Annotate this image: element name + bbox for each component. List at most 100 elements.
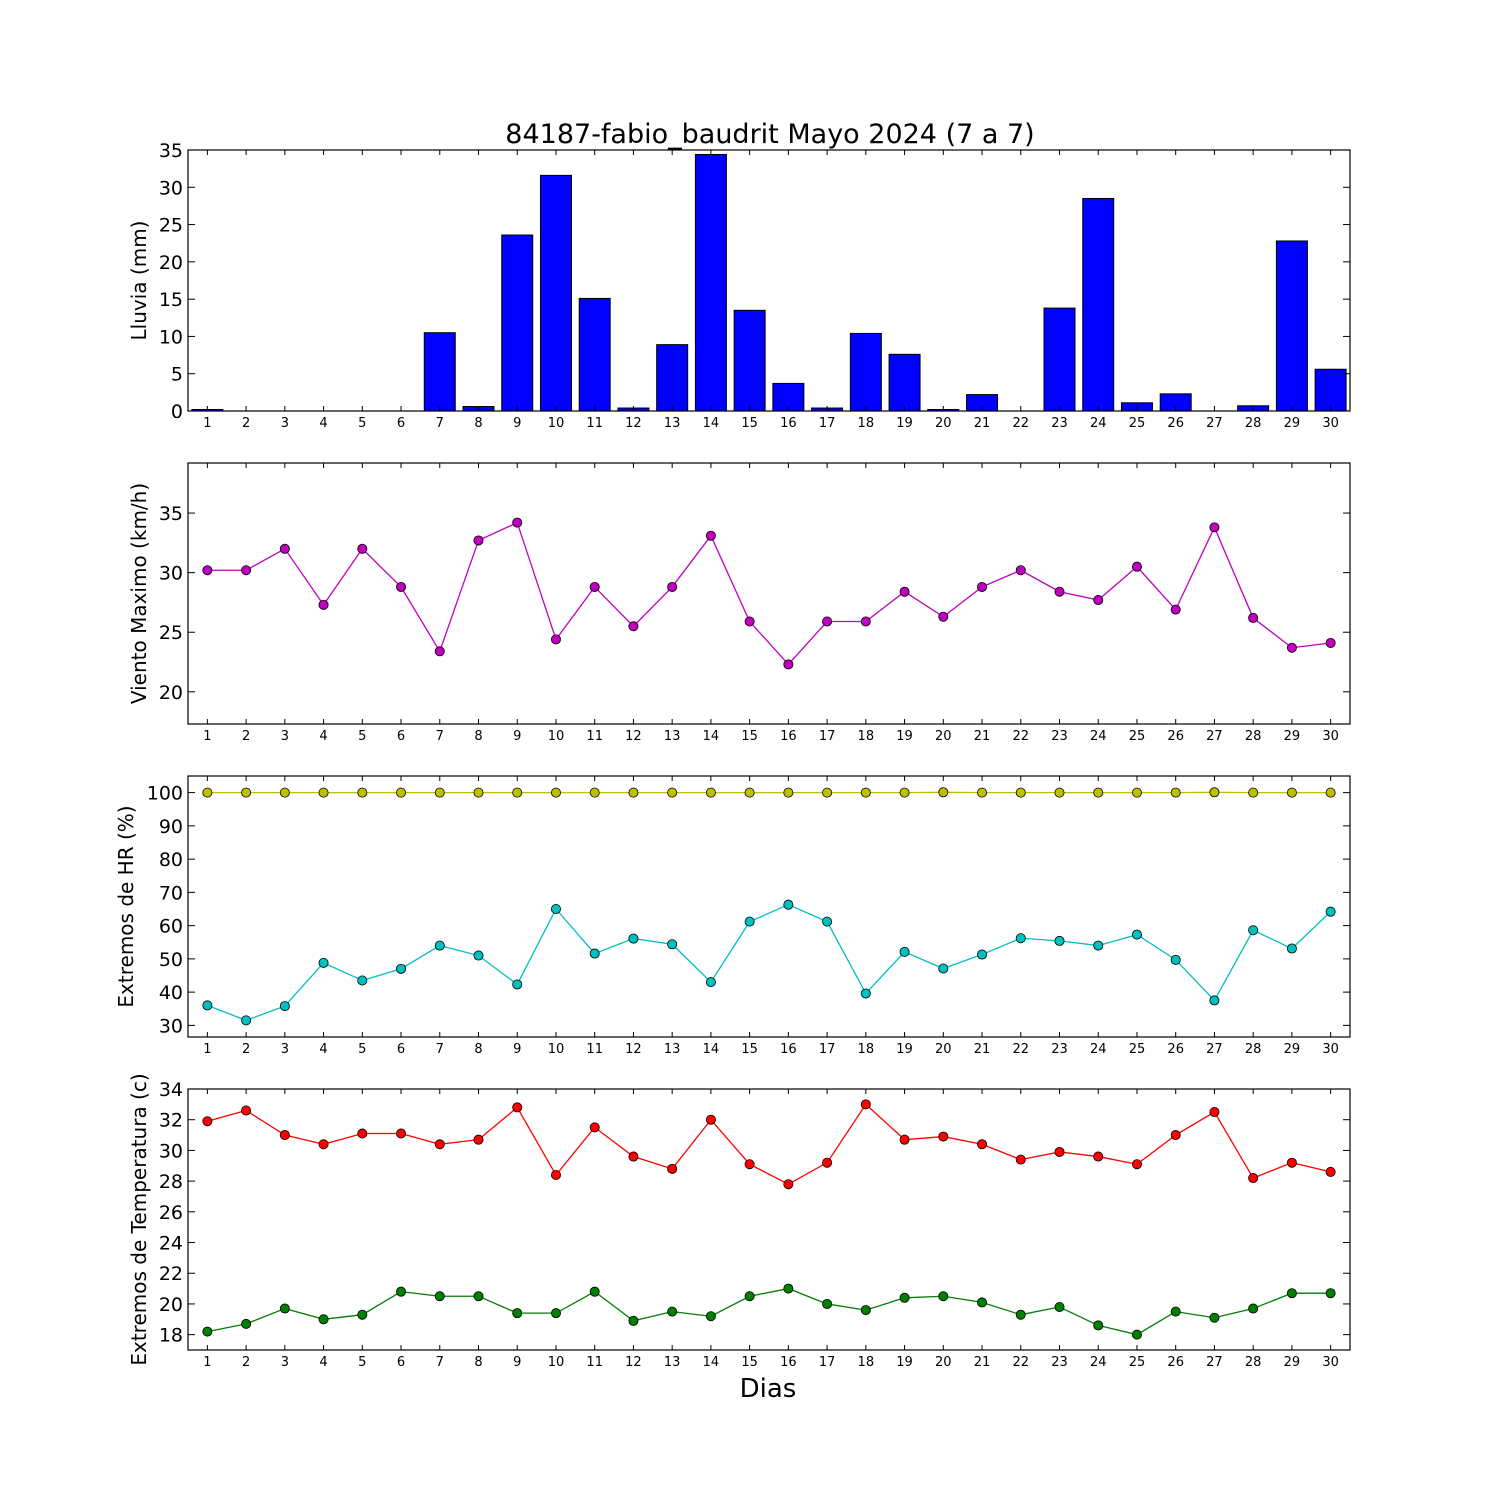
y-tick-label: 25	[159, 215, 183, 237]
x-tick-label: 9	[513, 1042, 521, 1057]
y-tick-label: 20	[159, 682, 183, 704]
x-tick-label: 8	[474, 729, 482, 744]
x-tick-label: 26	[1167, 416, 1184, 431]
series-1-point-day-11	[589, 1122, 600, 1133]
series-1-point-day-16	[783, 659, 794, 670]
x-tick-label: 17	[819, 1042, 836, 1057]
series-1-point-day-25	[1131, 561, 1142, 572]
x-tick-label: 2	[242, 1355, 250, 1370]
panels: 1 2 3 4 5 6 7 8 9 10 11 12 13 14 15 16 17 18 19 20 21 22 23 24 2…	[114, 140, 1351, 1370]
y-tick-label: 25	[159, 622, 183, 644]
rain-bar-day-19	[888, 353, 921, 412]
x-tick-label: 6	[397, 416, 405, 431]
series-1-point-day-7	[434, 646, 445, 657]
x-tick-label: 24	[1090, 1042, 1107, 1057]
series-1-point-day-15	[744, 616, 755, 627]
x-tick-label: 24	[1090, 1355, 1107, 1370]
x-tick-label: 16	[780, 1042, 797, 1057]
series-2-point-day-6	[396, 1286, 407, 1297]
x-tick-label: 24	[1090, 416, 1107, 431]
series-2-point-day-30	[1325, 1288, 1336, 1299]
y-tick-label: 20	[159, 252, 183, 274]
series-1-point-day-5	[357, 1128, 368, 1139]
series-1-point-day-18	[860, 616, 871, 627]
x-tick-label: 29	[1284, 1355, 1301, 1370]
x-tick-label: 11	[586, 729, 603, 744]
x-tick-label: 25	[1129, 1355, 1146, 1370]
x-tick-label: 14	[703, 416, 720, 431]
y-tick-label: 26	[159, 1202, 183, 1224]
series-1-point-day-5	[357, 543, 368, 554]
series-1-point-day-8	[473, 787, 484, 798]
series-2-point-day-26	[1170, 954, 1181, 965]
series-1-point-day-4	[318, 599, 329, 610]
series-2-point-day-29	[1286, 1288, 1297, 1299]
x-tick-label: 21	[974, 416, 991, 431]
series-2-point-day-19	[899, 946, 910, 957]
series-line-2	[207, 1287, 1331, 1336]
panel-2: 1 2 3 4 5 6 7 8 9 10 11 12 13 14 15 16 17 18 19 20 21 22 23 24 2…	[127, 462, 1351, 744]
series-2-point-day-3	[279, 1303, 290, 1314]
series-1-point-day-15	[744, 787, 755, 798]
rain-bar-day-11	[578, 297, 611, 412]
x-tick-label: 1	[203, 729, 211, 744]
x-tick-label: 13	[664, 416, 681, 431]
y-tick-label: 0	[171, 401, 183, 423]
x-tick-label: 4	[319, 1042, 327, 1057]
series-1-point-day-9	[512, 1102, 523, 1113]
rain-bar-day-29	[1275, 240, 1308, 412]
series-2-point-day-21	[977, 949, 988, 960]
series-1-point-day-2	[241, 1105, 252, 1116]
x-tick-label: 9	[513, 416, 521, 431]
series-1-point-day-14	[705, 530, 716, 541]
series-2-point-day-7	[434, 1291, 445, 1302]
x-tick-label: 27	[1206, 1042, 1223, 1057]
x-tick-label: 4	[319, 416, 327, 431]
x-tick-label: 6	[397, 729, 405, 744]
x-tick-label: 11	[586, 1355, 603, 1370]
series-2-point-day-10	[550, 1308, 561, 1319]
x-tick-label: 11	[586, 416, 603, 431]
series-1-point-day-8	[473, 1134, 484, 1145]
y-tick-label: 22	[159, 1263, 183, 1285]
series-1-point-day-21	[977, 1139, 988, 1150]
series-2-point-day-28	[1248, 1303, 1259, 1314]
series-line-1	[207, 1103, 1331, 1185]
rain-bar-day-15	[733, 309, 766, 412]
series-1-point-day-6	[396, 581, 407, 592]
panel-4: 1 2 3 4 5 6 7 8 9 10 11 12 13 14 15 16 17 18 19 20 21 22 23 24 2…	[127, 1073, 1351, 1370]
panel-1: 1 2 3 4 5 6 7 8 9 10 11 12 13 14 15 16 17 18 19 20 21 22 23 24 2…	[127, 140, 1351, 431]
series-1-point-day-23	[1054, 787, 1065, 798]
x-tick-label: 10	[548, 1355, 565, 1370]
x-tick-label: 18	[858, 1042, 875, 1057]
y-axis-label: Lluvia (mm)	[127, 221, 151, 341]
series-1-point-day-21	[977, 787, 988, 798]
series-1-point-day-10	[550, 787, 561, 798]
series-1-point-day-18	[860, 1099, 871, 1110]
series-1-point-day-10	[550, 634, 561, 645]
series-1-point-day-11	[589, 787, 600, 798]
series-2-point-day-13	[667, 1306, 678, 1317]
x-tick-label: 28	[1245, 416, 1262, 431]
x-tick-label: 23	[1051, 1042, 1068, 1057]
series-1-point-day-12	[628, 787, 639, 798]
series-2-point-day-7	[434, 940, 445, 951]
series-2-point-day-3	[279, 1001, 290, 1012]
series-1-point-day-20	[938, 611, 949, 622]
series-1-point-day-29	[1286, 1157, 1297, 1168]
series-1-point-day-4	[318, 1139, 329, 1150]
series-1-point-day-15	[744, 1159, 755, 1170]
series-2-point-day-22	[1015, 1309, 1026, 1320]
series-1-point-day-14	[705, 787, 716, 798]
series-2-point-day-15	[744, 916, 755, 927]
y-axis-label: Extremos de HR (%)	[114, 805, 138, 1007]
series-1-point-day-24	[1093, 1151, 1104, 1162]
series-1-point-day-22	[1015, 1154, 1026, 1165]
series-line-1	[207, 521, 1331, 666]
x-tick-label: 5	[358, 729, 366, 744]
series-1-point-day-19	[899, 787, 910, 798]
series-2-point-day-5	[357, 1309, 368, 1320]
x-tick-label: 19	[896, 1355, 913, 1370]
y-tick-label: 35	[159, 503, 183, 525]
